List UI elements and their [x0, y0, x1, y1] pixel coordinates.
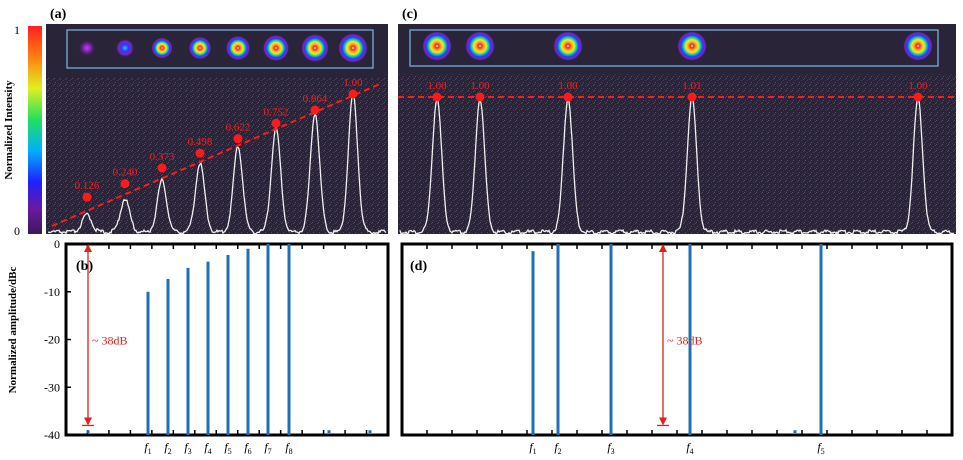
peak-marker-4 — [687, 92, 697, 102]
peak-marker-8 — [348, 89, 358, 99]
x-label-f4: f4 — [686, 440, 693, 456]
spot-4 — [188, 36, 212, 60]
peak-marker-5 — [913, 92, 923, 102]
panel-b-label: (b) — [76, 259, 93, 274]
x-label-f5: f5 — [224, 440, 231, 456]
x-label-f7: f7 — [264, 440, 271, 456]
peak-marker-2 — [475, 92, 485, 102]
annotation-arrowhead-top — [659, 244, 667, 252]
y-tick-label-1: 0 — [54, 237, 60, 251]
y-axis-label: Normalized amplitude/dBc — [7, 266, 19, 393]
panel-a-trace — [47, 90, 387, 235]
panel-a-image-strip — [46, 24, 388, 78]
colorbar-label: Normalized Intensity — [3, 80, 15, 180]
panel-a-spots — [78, 33, 368, 63]
panel-d-annotation: ~ 38dB — [657, 244, 797, 433]
x-label-f2: f2 — [164, 440, 171, 456]
panel-a-peak-markers: 0.126 0.240 0.373 0.498 0.622 0.752 0.864 1.00 — [75, 77, 363, 202]
peak-marker-1 — [82, 192, 92, 202]
x-label-f1: f1 — [529, 440, 536, 456]
panel-a: 0.1260.2400.3730.4980.6220.7520.8641.00 … — [46, 7, 388, 235]
panel-d-bars — [531, 244, 823, 435]
peak-marker-3 — [563, 92, 573, 102]
annotation-arrowhead-top — [84, 244, 92, 252]
peak-marker-4 — [195, 148, 205, 158]
panel-d: f1 f2 f3 f4 f5 ~ 38dB (d) — [400, 242, 954, 456]
panel-b: 0 -10 -20 -30 -40 f1 f2 f3 f4 f5 f6 f7 f8 ~ 38dB (b… — [7, 237, 390, 456]
peak-label-2: 1.00 — [470, 80, 490, 92]
y-tick-label-2: -10 — [44, 285, 60, 299]
spot-7 — [300, 33, 330, 63]
peak-label-6: 0.752 — [264, 106, 289, 118]
peak-marker-2 — [120, 179, 130, 189]
panel-b-annotation: ~ 38dB — [82, 244, 372, 433]
panel-a-label: (a) — [50, 7, 67, 22]
spot-3 — [151, 37, 173, 59]
x-label-f5: f5 — [817, 440, 824, 456]
spot-5 — [225, 35, 251, 61]
spot-5 — [903, 31, 933, 61]
x-label-f8: f8 — [285, 440, 292, 456]
x-label-f3: f3 — [607, 440, 614, 456]
peak-label-8: 1.00 — [343, 77, 363, 89]
peak-marker-3 — [157, 163, 167, 173]
annotation-text: ~ 38dB — [92, 334, 128, 348]
x-label-f4: f4 — [204, 440, 211, 456]
x-label-f2: f2 — [554, 440, 561, 456]
spot-3 — [553, 31, 583, 61]
panel-c: 1.00 1.00 1.00 1.01 1.00 (c) — [398, 7, 956, 236]
spot-2 — [115, 38, 135, 58]
peak-marker-5 — [233, 134, 243, 144]
y-tick-label-3: -20 — [44, 333, 60, 347]
peak-label-2: 0.240 — [113, 167, 138, 179]
colorbar: 1 0 Normalized Intensity — [3, 23, 42, 238]
annotation-arrowhead-bottom — [659, 417, 667, 426]
spot-1 — [78, 39, 96, 57]
y-tick-label-4: -30 — [44, 380, 60, 394]
panel-c-trace — [399, 93, 955, 236]
panel-b-x-axis: f1 f2 f3 f4 f5 f6 f7 f8 — [86, 244, 368, 456]
panel-d-label: (d) — [410, 259, 427, 274]
panel-c-spots — [422, 31, 933, 61]
colorbar-tick-top: 1 — [14, 23, 20, 37]
peak-label-1: 1.00 — [427, 80, 447, 92]
panel-c-label: (c) — [402, 7, 418, 22]
spot-8 — [338, 33, 368, 63]
spot-1 — [422, 31, 452, 61]
colorbar-gradient — [28, 26, 42, 234]
peak-label-5: 0.622 — [226, 122, 251, 134]
peak-marker-6 — [271, 118, 281, 128]
panel-d-x-axis: f1 f2 f3 f4 f5 — [426, 244, 928, 456]
x-label-f1: f1 — [144, 440, 151, 456]
peak-label-3: 1.00 — [558, 80, 578, 92]
peak-marker-7 — [310, 105, 320, 115]
colorbar-tick-bottom: 0 — [14, 224, 20, 238]
annotation-arrowhead-bottom — [84, 417, 92, 426]
peak-label-7: 0.864 — [303, 93, 328, 105]
spot-4 — [677, 31, 707, 61]
panel-b-y-axis: 0 -10 -20 -30 -40 — [44, 237, 71, 442]
x-label-f3: f3 — [184, 440, 191, 456]
peak-label-1: 0.126 — [75, 180, 100, 192]
spot-6 — [262, 34, 290, 62]
peak-label-4: 1.01 — [682, 80, 701, 92]
panel-c-peak-markers: 1.00 1.00 1.00 1.01 1.00 — [427, 80, 928, 102]
annotation-text: ~ 38dB — [667, 334, 703, 348]
peak-label-4: 0.498 — [188, 136, 213, 148]
panel-a-roi-box — [66, 29, 374, 69]
peak-label-5: 1.00 — [908, 80, 928, 92]
panel-c-roi-box — [409, 29, 939, 67]
peak-label-3: 0.373 — [150, 151, 175, 163]
y-tick-label-5: -40 — [44, 428, 60, 442]
panel-d-frame — [400, 242, 954, 437]
peak-marker-1 — [432, 92, 442, 102]
spot-2 — [465, 31, 495, 61]
x-label-f6: f6 — [244, 440, 251, 456]
panel-b-bars — [146, 244, 291, 435]
